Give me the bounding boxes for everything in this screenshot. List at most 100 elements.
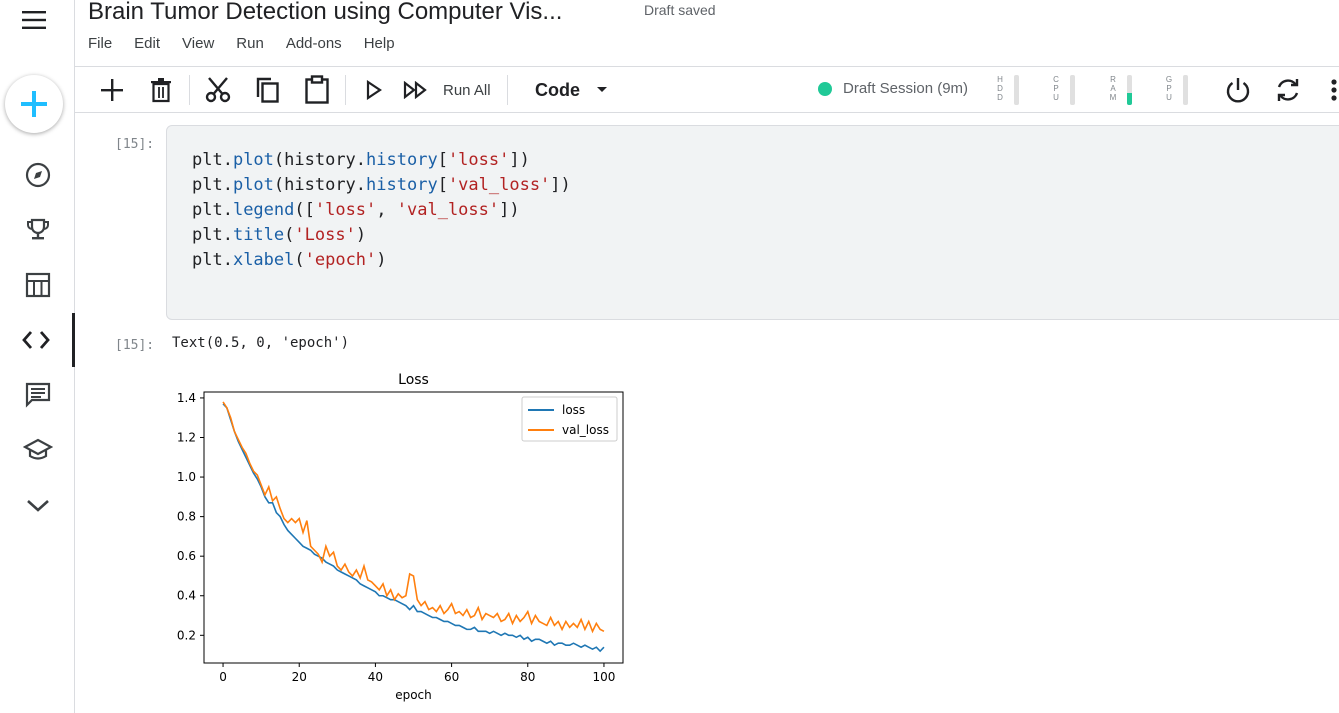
gpu-bar <box>1183 75 1188 105</box>
y-tick-label: 0.2 <box>177 628 196 642</box>
code-string: 'loss' <box>447 150 510 170</box>
sidebar-item-learn[interactable] <box>0 423 75 477</box>
sidebar-item-competitions[interactable] <box>0 203 75 257</box>
y-tick-label: 0.4 <box>177 589 196 603</box>
code-editor[interactable]: plt.plot(history.history['loss']) plt.plo… <box>192 148 571 273</box>
run-cell-button[interactable] <box>359 73 389 107</box>
cpu-bar <box>1070 75 1075 105</box>
code-function: plot <box>232 150 274 170</box>
x-tick-label: 20 <box>292 670 307 684</box>
code-text: ]) <box>499 200 520 220</box>
y-tick-label: 0.8 <box>177 510 196 524</box>
menu-file[interactable]: File <box>88 35 113 52</box>
paste-button[interactable] <box>300 73 334 107</box>
refresh-icon <box>1277 79 1299 101</box>
series-line-loss <box>222 403 605 653</box>
menu-add-ons[interactable]: Add-ons <box>285 35 342 52</box>
left-sidebar <box>0 0 75 713</box>
fast-forward-icon <box>403 81 427 99</box>
code-text: ) <box>376 250 387 270</box>
sidebar-item-explore[interactable] <box>0 148 75 202</box>
code-cell[interactable]: plt.plot(history.history['loss']) plt.plo… <box>166 125 1339 320</box>
legend-label-val_loss: val_loss <box>562 423 609 437</box>
code-icon <box>22 331 50 349</box>
code-line: plt.xlabel('epoch') <box>192 248 571 273</box>
code-function: history <box>366 150 438 170</box>
menu-edit[interactable]: Edit <box>134 35 161 52</box>
trash-icon <box>151 78 171 103</box>
chevron-down-icon <box>26 500 49 512</box>
notebook-header: Brain Tumor Detection using Computer Vis… <box>75 0 1339 66</box>
ram-bar <box>1127 75 1132 105</box>
x-tick-label: 100 <box>593 670 616 684</box>
more-options-button[interactable] <box>1327 73 1339 107</box>
notebook-title[interactable]: Brain Tumor Detection using Computer Vis… <box>88 0 563 25</box>
hdd-bar <box>1014 75 1019 105</box>
code-text: ([ <box>294 200 315 220</box>
menu-view[interactable]: View <box>182 35 215 52</box>
code-function: xlabel <box>232 250 295 270</box>
power-button[interactable] <box>1221 73 1255 107</box>
table-icon <box>25 272 50 298</box>
code-text: ( <box>294 250 305 270</box>
x-tick-label: 60 <box>444 670 459 684</box>
session-label[interactable]: Draft Session (9m) <box>843 80 969 97</box>
y-tick-label: 1.0 <box>177 470 196 484</box>
code-string: 'Loss' <box>294 225 356 245</box>
clipboard-icon <box>305 75 329 104</box>
menu-help[interactable]: Help <box>363 35 395 52</box>
cut-button[interactable] <box>201 73 235 107</box>
code-text: ) <box>355 225 367 245</box>
sidebar-item-discussions[interactable] <box>0 368 75 422</box>
code-function: plot <box>232 175 274 195</box>
compass-icon <box>25 162 50 188</box>
restart-button[interactable] <box>1271 73 1305 107</box>
code-function: legend <box>232 200 295 220</box>
toolbar-divider <box>507 75 508 105</box>
delete-cell-button[interactable] <box>144 73 178 107</box>
hamburger-menu-icon[interactable] <box>20 8 48 32</box>
sidebar-item-more[interactable] <box>0 478 75 532</box>
toolbar-divider <box>345 75 346 105</box>
code-text: (history. <box>273 175 367 195</box>
code-text: ]) <box>509 150 530 170</box>
output-prompt: [15]: <box>115 338 155 353</box>
code-string: 'val_loss' <box>396 200 500 220</box>
code-line: plt.plot(history.history['loss']) <box>192 148 571 173</box>
sidebar-item-datasets[interactable] <box>0 258 75 312</box>
plus-icon <box>21 91 47 117</box>
copy-icon <box>256 77 279 103</box>
x-tick-label: 80 <box>520 670 535 684</box>
series-line-val_loss <box>222 401 605 634</box>
sidebar-item-code[interactable] <box>0 313 75 367</box>
code-line: plt.legend(['loss', 'val_loss']) <box>192 198 571 223</box>
y-tick-label: 0.6 <box>177 549 196 563</box>
output-text: Text(0.5, 0, 'epoch') <box>172 335 350 351</box>
menu-run[interactable]: Run <box>236 35 264 52</box>
create-button[interactable] <box>5 75 63 133</box>
copy-button[interactable] <box>250 73 284 107</box>
menu-bar: File Edit View Run Add-ons Help <box>88 35 417 52</box>
more-vert-icon <box>1331 79 1337 101</box>
code-text: plt. <box>192 250 233 270</box>
run-all-label: Run All <box>443 81 491 99</box>
chart-title: Loss <box>398 372 429 388</box>
y-tick-label: 1.2 <box>177 430 196 444</box>
code-text: plt. <box>192 200 233 220</box>
graduation-cap-icon <box>22 438 53 460</box>
add-cell-button[interactable] <box>95 73 129 107</box>
session-status-dot <box>818 82 832 96</box>
run-all-button[interactable]: Run All <box>403 73 503 107</box>
play-icon <box>366 80 382 100</box>
x-tick-label: 40 <box>368 670 383 684</box>
cell-type-select[interactable]: Code <box>535 73 619 107</box>
code-text: ( <box>284 225 295 245</box>
code-text: plt. <box>192 175 233 195</box>
